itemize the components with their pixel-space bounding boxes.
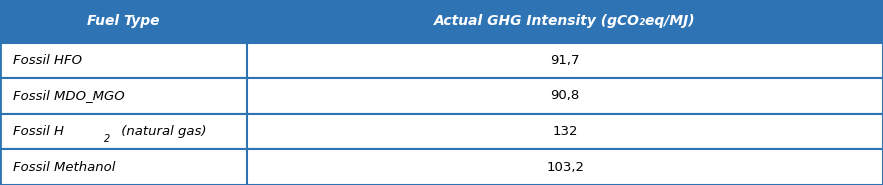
Text: Actual GHG Intensity (gCO: Actual GHG Intensity (gCO — [0, 184, 1, 185]
Text: 2: 2 — [104, 134, 110, 144]
Text: Fossil Methanol: Fossil Methanol — [13, 161, 116, 174]
Text: Fossil HFO: Fossil HFO — [13, 54, 82, 67]
Text: Fossil H: Fossil H — [13, 125, 64, 138]
Text: Fossil MDO_MGO: Fossil MDO_MGO — [13, 90, 125, 102]
Text: 91,7: 91,7 — [550, 54, 580, 67]
Text: Actual GHG Intensity (gCO₂eq/MJ): Actual GHG Intensity (gCO₂eq/MJ) — [434, 14, 696, 28]
Bar — [0, 43, 883, 78]
Text: 132: 132 — [553, 125, 577, 138]
Text: 103,2: 103,2 — [546, 161, 585, 174]
Bar — [0, 0, 883, 43]
Text: (natural gas): (natural gas) — [117, 125, 207, 138]
Text: Fuel Type: Fuel Type — [87, 14, 160, 28]
Bar — [0, 114, 883, 149]
Text: 90,8: 90,8 — [550, 90, 580, 102]
Bar — [0, 149, 883, 185]
Bar — [0, 78, 883, 114]
